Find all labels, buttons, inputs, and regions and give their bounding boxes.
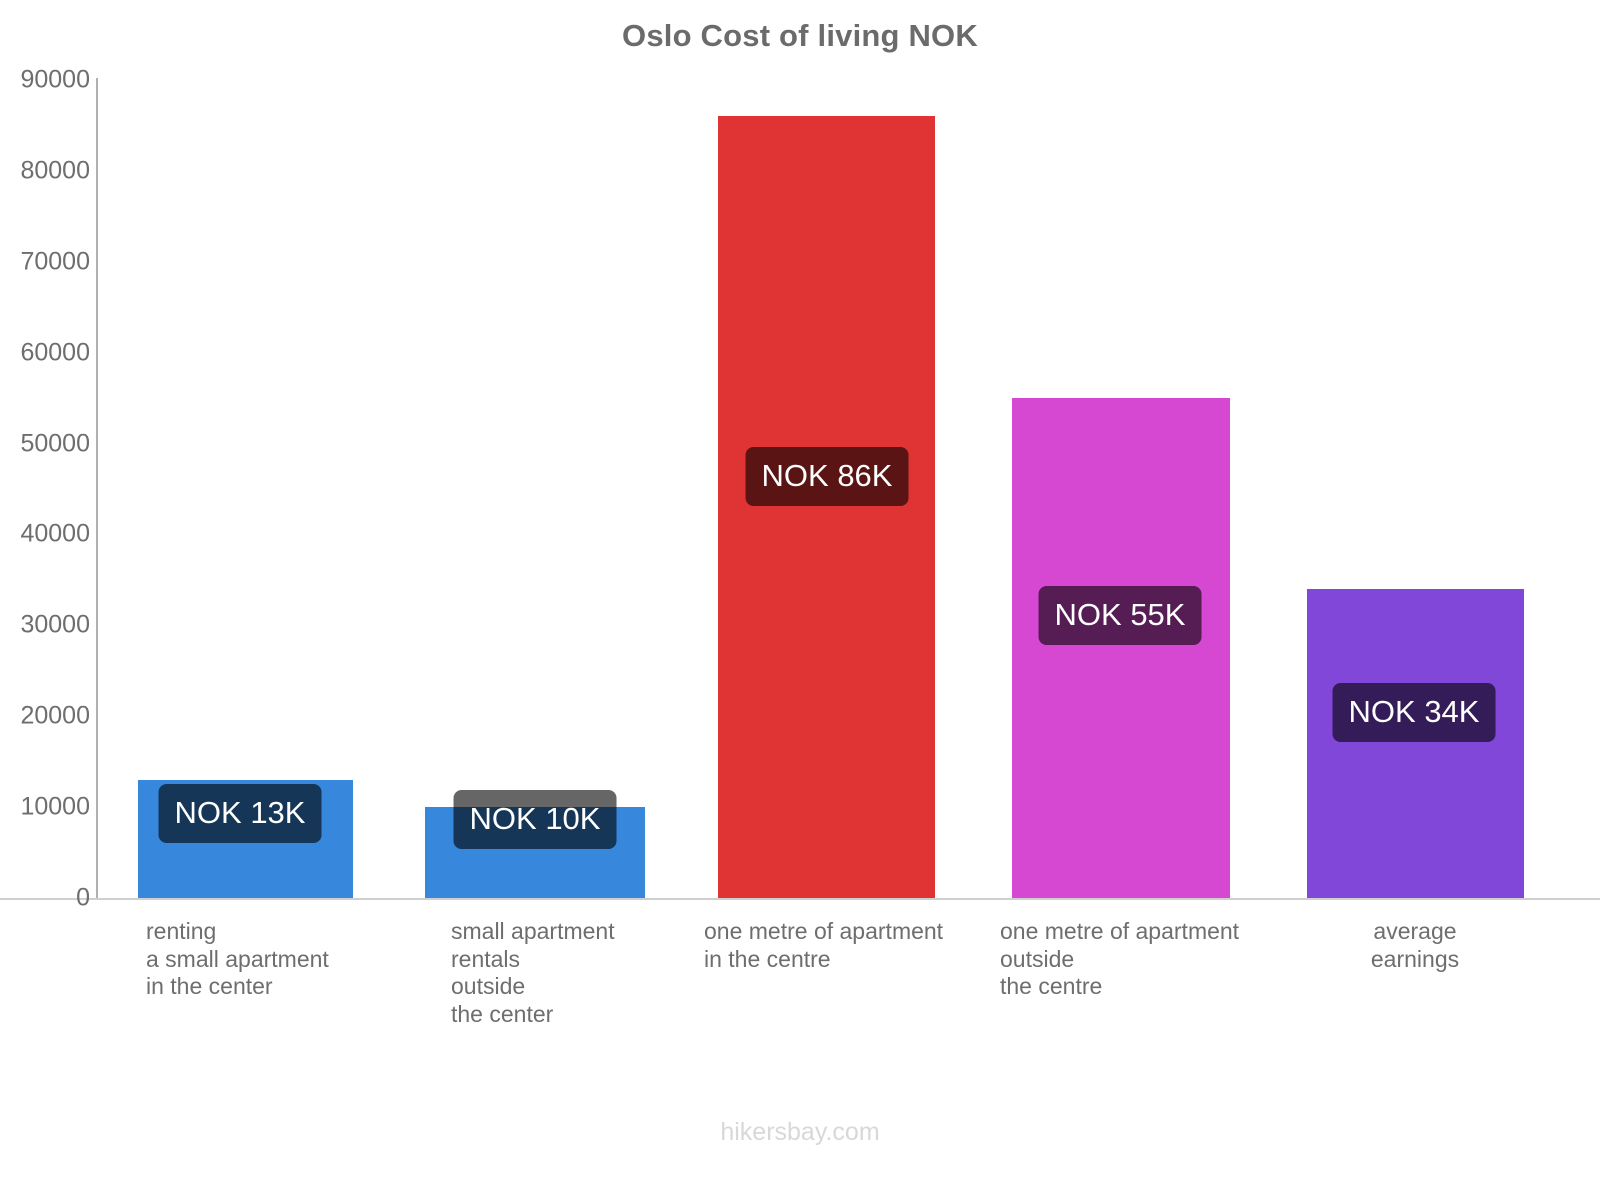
bar-value-label: NOK 34K bbox=[1332, 683, 1496, 742]
bar-value-label: NOK 13K bbox=[158, 784, 322, 843]
bar[interactable] bbox=[718, 116, 935, 898]
source-watermark: hikersbay.com bbox=[720, 1118, 880, 1146]
y-axis-tick-label: 80000 bbox=[20, 156, 90, 185]
x-axis-baseline bbox=[0, 898, 1600, 900]
y-axis-line bbox=[96, 78, 98, 900]
x-axis-category-label: small apartment rentals outside the cent… bbox=[451, 918, 615, 1027]
x-axis-category-label: renting a small apartment in the center bbox=[146, 918, 329, 999]
x-axis-category-label: average earnings bbox=[1370, 918, 1460, 972]
y-axis-tick-label: 90000 bbox=[20, 65, 90, 94]
y-axis-tick-label: 30000 bbox=[20, 610, 90, 639]
y-axis-tick-label: 0 bbox=[76, 883, 90, 912]
y-axis-tick-label: 60000 bbox=[20, 338, 90, 367]
x-axis-category-label: one metre of apartment in the centre bbox=[704, 918, 944, 972]
bar-value-label: NOK 86K bbox=[745, 447, 909, 506]
y-axis-tick-label: 40000 bbox=[20, 519, 90, 548]
bar[interactable] bbox=[1012, 398, 1230, 898]
x-axis-category-label: one metre of apartment outside the centr… bbox=[1000, 918, 1240, 999]
bar[interactable] bbox=[1307, 588, 1524, 898]
y-axis-tick-label: 70000 bbox=[20, 247, 90, 276]
chart-title: Oslo Cost of living NOK bbox=[622, 18, 978, 53]
y-axis-tick-label: 20000 bbox=[20, 701, 90, 730]
y-axis-tick-label: 10000 bbox=[20, 792, 90, 821]
y-axis-tick-label: 50000 bbox=[20, 429, 90, 458]
bar-value-label: NOK 10K bbox=[453, 790, 617, 849]
bar-value-label: NOK 55K bbox=[1038, 586, 1202, 645]
